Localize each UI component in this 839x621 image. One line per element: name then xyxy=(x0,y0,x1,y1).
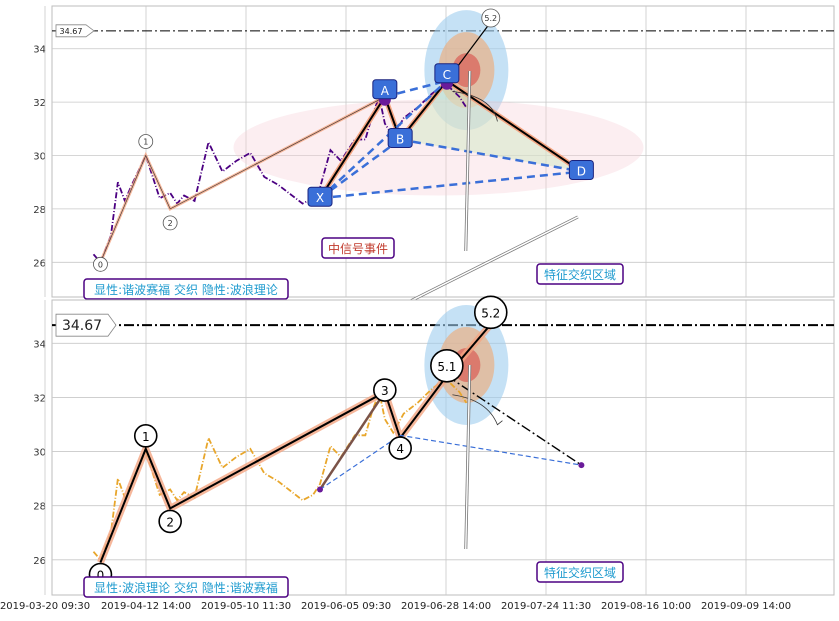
projection-arc xyxy=(452,394,503,426)
x-tick-label: 2019-06-28 14:00 xyxy=(401,601,491,612)
y-tick-label: 26 xyxy=(33,556,46,567)
reference-value-label: 34.67 xyxy=(62,318,102,334)
harmonic-diagonal xyxy=(319,79,448,200)
wave-count-circle xyxy=(373,378,397,402)
node-box-A xyxy=(372,79,398,100)
wave-count-circle xyxy=(388,436,412,460)
y-tick-label: 30 xyxy=(33,152,46,163)
wave-count-circle xyxy=(158,509,182,534)
zone-label: 特征交织区域 xyxy=(544,565,616,580)
node-box-D xyxy=(568,160,594,181)
wave-count-label: 5.2 xyxy=(484,14,497,23)
zone-label-box xyxy=(536,263,624,285)
legend-box xyxy=(83,576,289,598)
panel-bottom: 262830323434.67012345.15.2特征交织区域显性:波浪理论 … xyxy=(33,295,835,598)
projection-arc xyxy=(452,91,498,122)
wave-count-label: 5.2 xyxy=(481,306,500,320)
x-tick-label: 2019-05-10 11:30 xyxy=(201,601,291,612)
wave-count-circle xyxy=(162,215,178,231)
wave-count-label: 4 xyxy=(396,442,404,456)
wave-count-circle xyxy=(93,256,108,272)
x-tick-label: 2019-09-09 14:00 xyxy=(701,601,791,612)
legend-label: 显性:波浪理论 交织 隐性:谐波赛福 xyxy=(94,580,278,595)
wave-count-label: 0 xyxy=(98,260,103,269)
y-tick-label: 28 xyxy=(33,502,46,513)
wave-line xyxy=(99,391,386,563)
wave-count-label: 2 xyxy=(168,219,173,228)
zone-label-box xyxy=(536,561,624,583)
wave-count-label: 1 xyxy=(142,430,150,444)
node-box-X xyxy=(307,186,333,207)
node-box-C xyxy=(434,63,460,84)
wave-count-label: 2 xyxy=(166,515,174,529)
x-tick-label: 2019-04-12 14:00 xyxy=(101,601,191,612)
wave-count-label: 5.1 xyxy=(437,360,456,374)
wave-count-circle xyxy=(473,295,508,330)
harmonic-outline xyxy=(319,434,582,490)
signal-arrow-inner xyxy=(406,216,579,304)
zone-label: 特征交织区域 xyxy=(544,267,616,282)
node-label-C: C xyxy=(443,68,451,82)
node-label-X: X xyxy=(316,191,324,205)
zone-arrow-inner xyxy=(465,70,471,252)
y-tick-label: 32 xyxy=(33,393,46,404)
legend-box xyxy=(83,278,289,300)
y-tick-label: 34 xyxy=(33,45,46,56)
wave-count-label: 3 xyxy=(381,384,389,398)
y-tick-label: 32 xyxy=(33,98,46,109)
wave-count-circle xyxy=(430,348,464,383)
wave-line xyxy=(100,96,385,263)
node-box-B xyxy=(387,127,413,148)
x-tick-label: 2019-03-20 09:30 xyxy=(0,601,90,612)
wave-count-circle xyxy=(133,424,158,448)
wave-line xyxy=(383,323,492,441)
wave-count-circle xyxy=(138,134,154,149)
harmonic-diagonal xyxy=(384,79,448,98)
wave-count-label: 1 xyxy=(143,138,148,147)
reference-tag xyxy=(55,313,117,337)
harmonic-diagonal xyxy=(319,170,582,200)
signal-label: 中信号事件 xyxy=(328,241,388,256)
endpoint-dot xyxy=(317,486,324,493)
harmonic-diagonal xyxy=(319,138,401,200)
harmonic-diagonal xyxy=(399,138,582,173)
y-tick-label: 34 xyxy=(33,339,46,350)
reference-tag xyxy=(55,24,95,38)
node-label-A: A xyxy=(381,84,390,98)
zone-arrow-inner xyxy=(465,364,471,550)
reference-value-label: 34.67 xyxy=(60,27,83,36)
wave-count-label: 0 xyxy=(97,569,105,583)
harmonic-leg xyxy=(319,96,386,199)
y-tick-label: 30 xyxy=(33,448,46,459)
panel-top: 26 28 30 32 34 34.67 X A B C D 0 1 2 5.2 中信号事件特征交织区域显性:… xyxy=(33,5,835,305)
wave-count-circle xyxy=(481,8,501,28)
y-tick-label: 26 xyxy=(33,258,46,269)
y-tick-label: 28 xyxy=(33,205,46,216)
signal-box xyxy=(321,237,395,259)
node-label-B: B xyxy=(396,132,404,146)
harmonic-triangle xyxy=(400,80,582,172)
legend-label: 显性:谐波赛福 交织 隐性:波浪理论 xyxy=(94,282,278,297)
node-label-D: D xyxy=(577,165,586,179)
x-tick-label: 2019-06-05 09:30 xyxy=(301,601,391,612)
zone-core xyxy=(452,53,481,88)
connector-line xyxy=(318,391,386,491)
endpoint-dot xyxy=(578,462,585,469)
x-tick-label: 2019-07-24 11:30 xyxy=(501,601,591,612)
x-tick-label: 2019-08-16 10:00 xyxy=(601,601,691,612)
